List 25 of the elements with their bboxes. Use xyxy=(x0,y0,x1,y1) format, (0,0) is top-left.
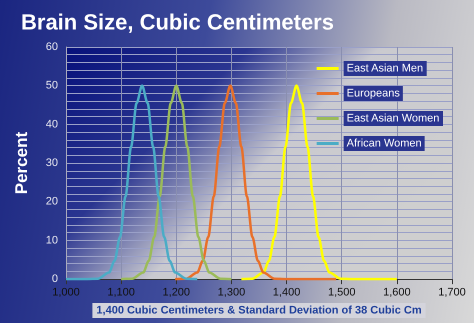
legend-label: Europeans xyxy=(346,88,400,100)
x-tick-label: 1,200 xyxy=(162,286,190,299)
legend-label: East Asian Women xyxy=(346,112,440,124)
y-tick-label: 40 xyxy=(46,118,58,130)
y-tick-label: 10 xyxy=(46,234,58,246)
x-tick-label: 1,500 xyxy=(328,286,356,299)
legend-label: East Asian Men xyxy=(346,62,424,74)
x-tick-label: 1,700 xyxy=(438,286,466,299)
y-tick-label: 20 xyxy=(46,196,58,208)
x-tick-label: 1,400 xyxy=(272,286,300,299)
y-tick-label: 30 xyxy=(46,157,58,170)
x-tick-label: 1,100 xyxy=(107,286,135,299)
chart-title: Brain Size, Cubic Centimeters xyxy=(21,10,334,34)
line-series xyxy=(174,84,338,280)
x-axis-title: 1,400 Cubic Centimeters & Standard Deviation of 38 Cubic Cm xyxy=(96,304,422,316)
legend-label: African Women xyxy=(346,138,422,150)
line-series xyxy=(120,84,233,280)
x-tick-label: 1,600 xyxy=(383,286,411,299)
y-axis-title: Percent xyxy=(12,132,31,194)
y-tick-label: 50 xyxy=(46,80,58,92)
line-series xyxy=(64,84,198,280)
x-tick-label: 1,300 xyxy=(218,286,246,299)
y-tick-label: 60 xyxy=(46,41,58,53)
x-tick-label: 1,000 xyxy=(52,286,80,299)
y-tick-label: 0 xyxy=(52,273,58,286)
